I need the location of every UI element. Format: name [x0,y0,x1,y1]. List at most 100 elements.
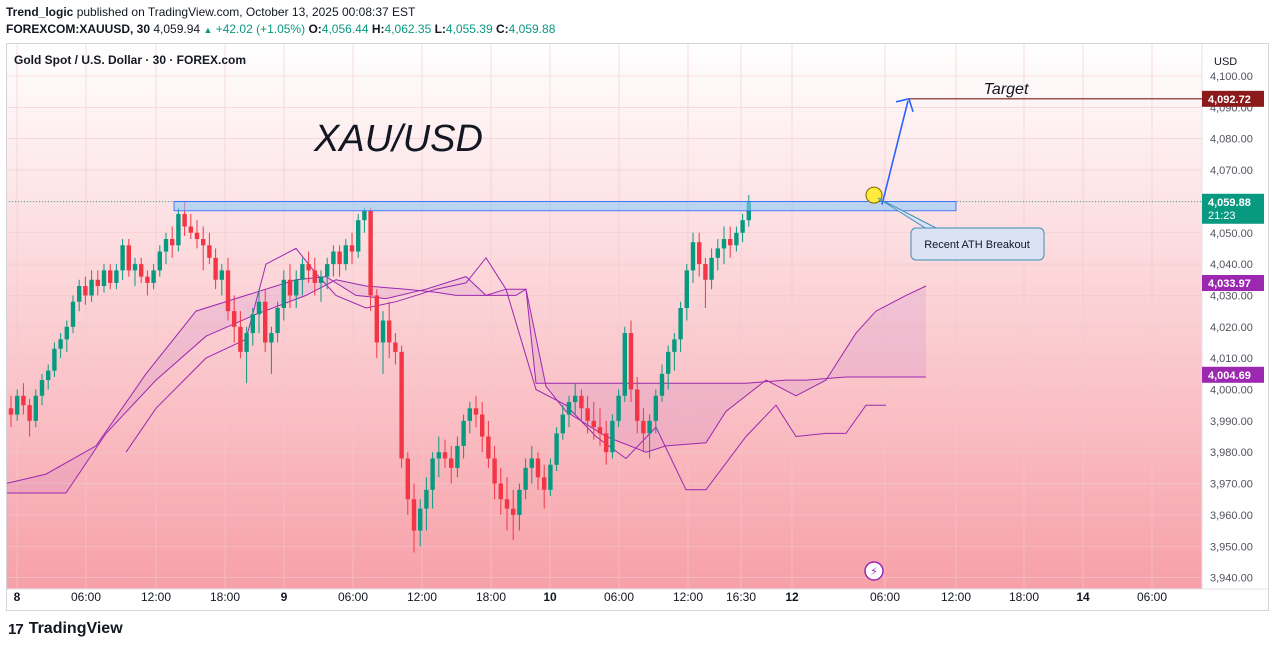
candle-body [554,433,559,465]
countdown-text: 21:23 [1208,210,1236,222]
y-tick-label: 4,030.00 [1210,290,1253,302]
projection-arrow[interactable] [881,100,909,205]
y-tick-label: 3,990.00 [1210,416,1253,428]
high-label: H: [371,22,385,36]
ichimoku-span-b [6,279,926,494]
candle-body [734,232,739,246]
candle-body [269,333,274,343]
candle-body [188,226,193,233]
candle-body [21,395,26,406]
chart-canvas[interactable]: Target Recent ATH Breakout XAU/USD ⚡ 3,940.… [6,43,1269,611]
candle-body [492,458,497,484]
x-tick-label: 06:00 [870,590,900,604]
current-price-text: 4,059.88 [1208,197,1251,209]
candle-body [628,333,634,390]
x-tick-label: 12 [785,590,799,604]
target-price-badge[interactable] [1202,90,1264,107]
callout-box[interactable] [910,227,1045,261]
ichimoku-lagging-line [125,247,886,491]
span-b-badge-text: 4,004.69 [1208,370,1251,382]
candle-body [399,351,404,459]
brand-footer[interactable]: 17 TradingView [8,620,123,638]
tv-logo-icon: 17 [8,620,24,638]
candle-body [529,458,534,468]
candle-body [52,348,57,371]
open-value: 4,056.44 [321,22,369,36]
y-tick-label: 4,010.00 [1210,353,1253,365]
lightning-icon[interactable] [864,561,884,581]
breakout-marker[interactable] [865,186,883,204]
span-a-badge-text: 4,033.97 [1208,278,1251,290]
candle-body [194,232,200,240]
candle-body [337,251,342,265]
chart-annotation-title: XAU/USD [313,118,483,160]
candle-body [114,270,119,283]
candle-body [573,395,578,403]
price-axis [1202,43,1269,589]
candle-body [641,420,646,434]
breakout-label: Recent ATH Breakout [924,239,1030,251]
currency-label[interactable]: USD [1214,56,1237,68]
resistance-zone[interactable] [173,200,957,212]
triangle-up-icon: ▲ [203,25,213,35]
x-tick-label: 06:00 [604,590,634,604]
candle-body [486,436,491,459]
candle-body [58,339,63,349]
candle-body [263,301,268,343]
candle-body [597,427,603,434]
candle-body [566,402,572,415]
candle-body [449,458,454,468]
candle-body [740,220,745,233]
candle-body [380,320,386,343]
candle-body [430,458,435,490]
candle-body [33,395,38,421]
candle-body [318,276,324,283]
low-value: 4,055.39 [445,22,493,36]
candle-body [157,251,162,271]
candle-body [418,508,423,531]
candle-body [225,270,231,312]
candle-body [256,301,262,315]
candle-body [703,264,708,280]
candle-body [684,270,689,308]
candle-body [647,420,652,434]
chart-title: Gold Spot / U.S. Dollar · 30 · FOREX.com [14,53,246,67]
span-b-badge[interactable] [1202,366,1264,383]
x-tick-label: 12:00 [673,590,703,604]
price-change: +42.02 (+1.05%) [215,22,306,36]
candle-body [287,279,293,296]
candle-body [120,245,125,271]
author-name[interactable]: Trend_logic [6,5,74,19]
candle-body [610,420,615,453]
candle-body [101,270,107,287]
candle-body [535,458,541,478]
candle-body [325,264,330,277]
candle-body [132,264,138,271]
candle-body [697,242,702,265]
candle-body [176,213,181,246]
x-tick-label: 18:00 [210,590,240,604]
candle-body [312,270,317,283]
plot-background [6,43,1202,589]
candle-body [238,326,243,352]
candle-body [46,370,51,381]
quote-line: FOREXCOM:XAUUSD, 30 4,059.94 ▲ +42.02 (+… [6,22,555,36]
candle-body [455,445,460,468]
span-a-badge[interactable] [1202,275,1264,292]
candle-body [201,239,206,246]
candle-body [604,433,609,453]
candle-body [70,301,76,327]
candle-body [27,405,32,421]
candle-body [83,286,88,296]
y-tick-label: 4,080.00 [1210,134,1253,146]
candle-body [548,464,553,490]
candle-body [678,307,683,340]
y-tick-label: 4,100.00 [1210,71,1253,83]
chart-frame [6,43,1269,611]
candle-body [182,213,187,227]
current-price-badge[interactable] [1202,193,1264,224]
target-label: Target [984,81,1029,98]
y-tick-label: 4,070.00 [1210,165,1253,177]
candle-body [15,395,20,415]
candle-body [511,508,516,515]
